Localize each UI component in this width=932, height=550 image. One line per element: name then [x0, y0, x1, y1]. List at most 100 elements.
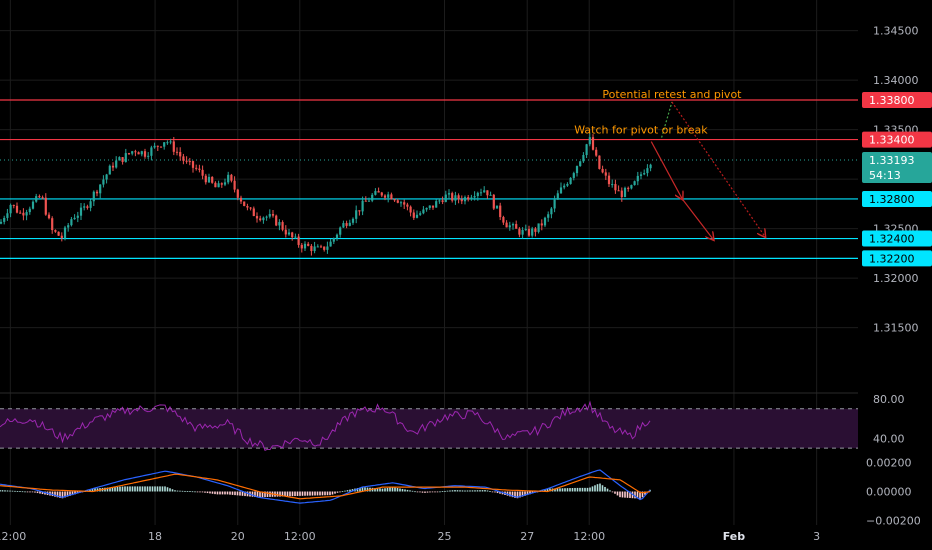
candle-body	[633, 181, 636, 186]
signal-line[interactable]	[0, 473, 651, 500]
candle-body	[377, 191, 380, 193]
candle-body	[467, 197, 470, 200]
candle-body	[297, 236, 300, 245]
candle-body	[211, 176, 214, 183]
annotation-label[interactable]: Potential retest and pivot	[602, 88, 742, 101]
rsi-line[interactable]	[0, 400, 651, 451]
candle-body	[572, 173, 575, 178]
candle-body	[598, 155, 601, 169]
macd-histogram-bar	[26, 491, 29, 493]
macd-histogram-bar	[194, 491, 196, 493]
macd-histogram-bar	[181, 490, 184, 492]
candle-body	[422, 209, 425, 214]
macd-histogram-bar	[596, 484, 599, 492]
macd-histogram-bar	[169, 488, 171, 492]
candle-body	[393, 199, 396, 201]
macd-histogram-bar	[276, 491, 279, 497]
candle-body	[118, 157, 121, 161]
candle-body	[105, 174, 108, 180]
candle-body	[556, 193, 559, 200]
macd-histogram-bar	[419, 491, 421, 493]
candle-body	[76, 215, 79, 218]
macd-histogram-bar	[124, 486, 126, 492]
macd-histogram-bar	[394, 487, 396, 492]
macd-panel[interactable]	[0, 469, 651, 504]
candle-body	[566, 183, 569, 186]
macd-histogram-bar	[546, 488, 549, 492]
macd-histogram-bar	[589, 487, 591, 492]
candle-body	[95, 191, 99, 194]
candle-body	[367, 200, 371, 202]
time-axis[interactable]: 12:00 18 20 12:00 25 27 12:00 Feb 3	[0, 530, 820, 543]
macd-histogram-bar	[34, 491, 36, 493]
projection-arrow[interactable]	[681, 198, 713, 240]
candle-body	[374, 191, 377, 195]
candle-body	[476, 192, 479, 197]
projection-arrows[interactable]	[650, 101, 765, 240]
macd-histogram-bar	[619, 491, 621, 498]
candle-body	[259, 218, 262, 221]
macd-tick-label: −0.00200	[866, 515, 921, 528]
candle-body	[239, 197, 243, 202]
candle-body	[230, 174, 233, 181]
macd-histogram-bar	[129, 486, 131, 492]
annotations[interactable]: Potential retest and pivot Watch for pivo…	[574, 88, 742, 137]
candle-body	[591, 137, 595, 150]
candle-body	[246, 206, 249, 208]
macd-histogram-bar	[636, 491, 639, 499]
macd-histogram-bar	[474, 490, 476, 492]
macd-histogram-bar	[161, 486, 164, 492]
candle-body	[345, 223, 348, 226]
macd-histogram-bar	[214, 491, 216, 495]
candle-body	[428, 205, 431, 208]
macd-histogram-bar	[324, 491, 326, 496]
macd-histogram-bar	[286, 491, 289, 497]
macd-histogram-bar	[586, 487, 589, 492]
level-price-tag	[862, 91, 932, 108]
candle-body	[489, 194, 492, 196]
macd-histogram-bar	[339, 491, 341, 493]
current-price-tag	[862, 152, 932, 184]
macd-histogram-bar	[294, 491, 296, 497]
macd-histogram-bar	[96, 488, 99, 492]
projection-arrow[interactable]	[671, 101, 765, 237]
macd-histogram-bar	[624, 491, 626, 498]
macd-histogram-bar	[66, 491, 69, 497]
bar-countdown: 54:13	[869, 169, 901, 182]
macd-histogram-bar	[109, 487, 111, 492]
candle-body	[249, 207, 252, 209]
annotation-label[interactable]: Watch for pivot or break	[574, 124, 708, 137]
horizontal-levels[interactable]	[0, 99, 858, 259]
macd-histogram-bar	[36, 491, 39, 494]
macd-histogram-bar	[511, 491, 514, 498]
macd-histogram-bar	[464, 490, 466, 492]
candle-body	[649, 164, 652, 169]
candle-body	[175, 151, 179, 153]
macd-histogram-bar	[359, 487, 361, 492]
projection-arrow[interactable]	[650, 141, 682, 199]
macd-line[interactable]	[0, 469, 651, 504]
candle-body	[582, 155, 585, 162]
macd-histogram-bar	[554, 488, 556, 492]
candle-body	[51, 218, 54, 231]
candle-body	[278, 222, 281, 226]
macd-histogram-bar	[319, 491, 321, 496]
candle-body	[524, 229, 527, 231]
candle-body	[342, 223, 345, 228]
level-price-tag	[862, 250, 932, 267]
macd-histogram-bar	[444, 490, 446, 492]
macd-histogram-bar	[204, 491, 206, 493]
time-tick-label: 25	[438, 530, 452, 543]
rsi-panel[interactable]	[0, 400, 858, 451]
candle-body	[419, 213, 422, 215]
candle-body	[534, 228, 537, 232]
candle-body	[460, 199, 463, 202]
macd-histogram-bar	[406, 489, 409, 492]
macd-histogram-bar	[641, 491, 644, 498]
macd-histogram-bar	[149, 486, 151, 492]
macd-histogram-bar	[141, 486, 144, 492]
macd-histogram-bar	[126, 486, 129, 492]
candles[interactable]	[0, 132, 652, 256]
candle-body	[636, 175, 639, 182]
